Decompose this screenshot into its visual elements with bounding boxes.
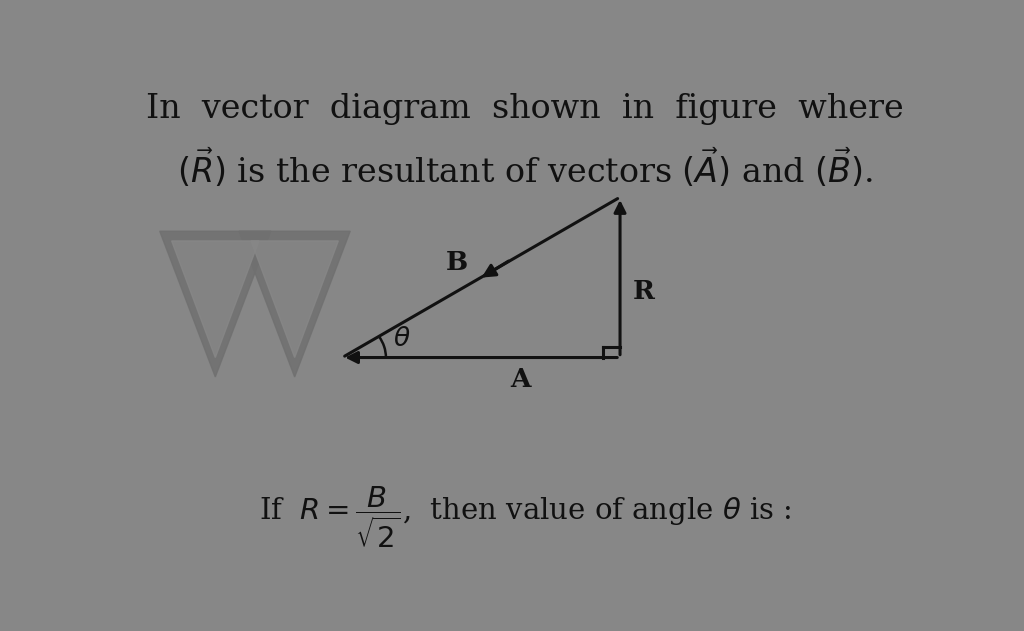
Text: $( \vec{R} )$ is the resultant of vectors $( \vec{A} )$ and $( \vec{B} )$.: $( \vec{R} )$ is the resultant of vector… bbox=[177, 146, 872, 190]
Text: $\theta$: $\theta$ bbox=[393, 326, 411, 351]
Text: If  $R = \dfrac{B}{\sqrt{2}}$,  then value of angle $\theta$ is :: If $R = \dfrac{B}{\sqrt{2}}$, then value… bbox=[258, 485, 792, 551]
Text: A: A bbox=[511, 367, 531, 392]
Polygon shape bbox=[251, 241, 338, 358]
Text: In  vector  diagram  shown  in  figure  where: In vector diagram shown in figure where bbox=[146, 93, 903, 125]
Polygon shape bbox=[160, 231, 270, 377]
Text: B: B bbox=[446, 251, 468, 275]
Polygon shape bbox=[172, 241, 259, 358]
Polygon shape bbox=[240, 231, 350, 377]
Text: R: R bbox=[633, 280, 654, 304]
